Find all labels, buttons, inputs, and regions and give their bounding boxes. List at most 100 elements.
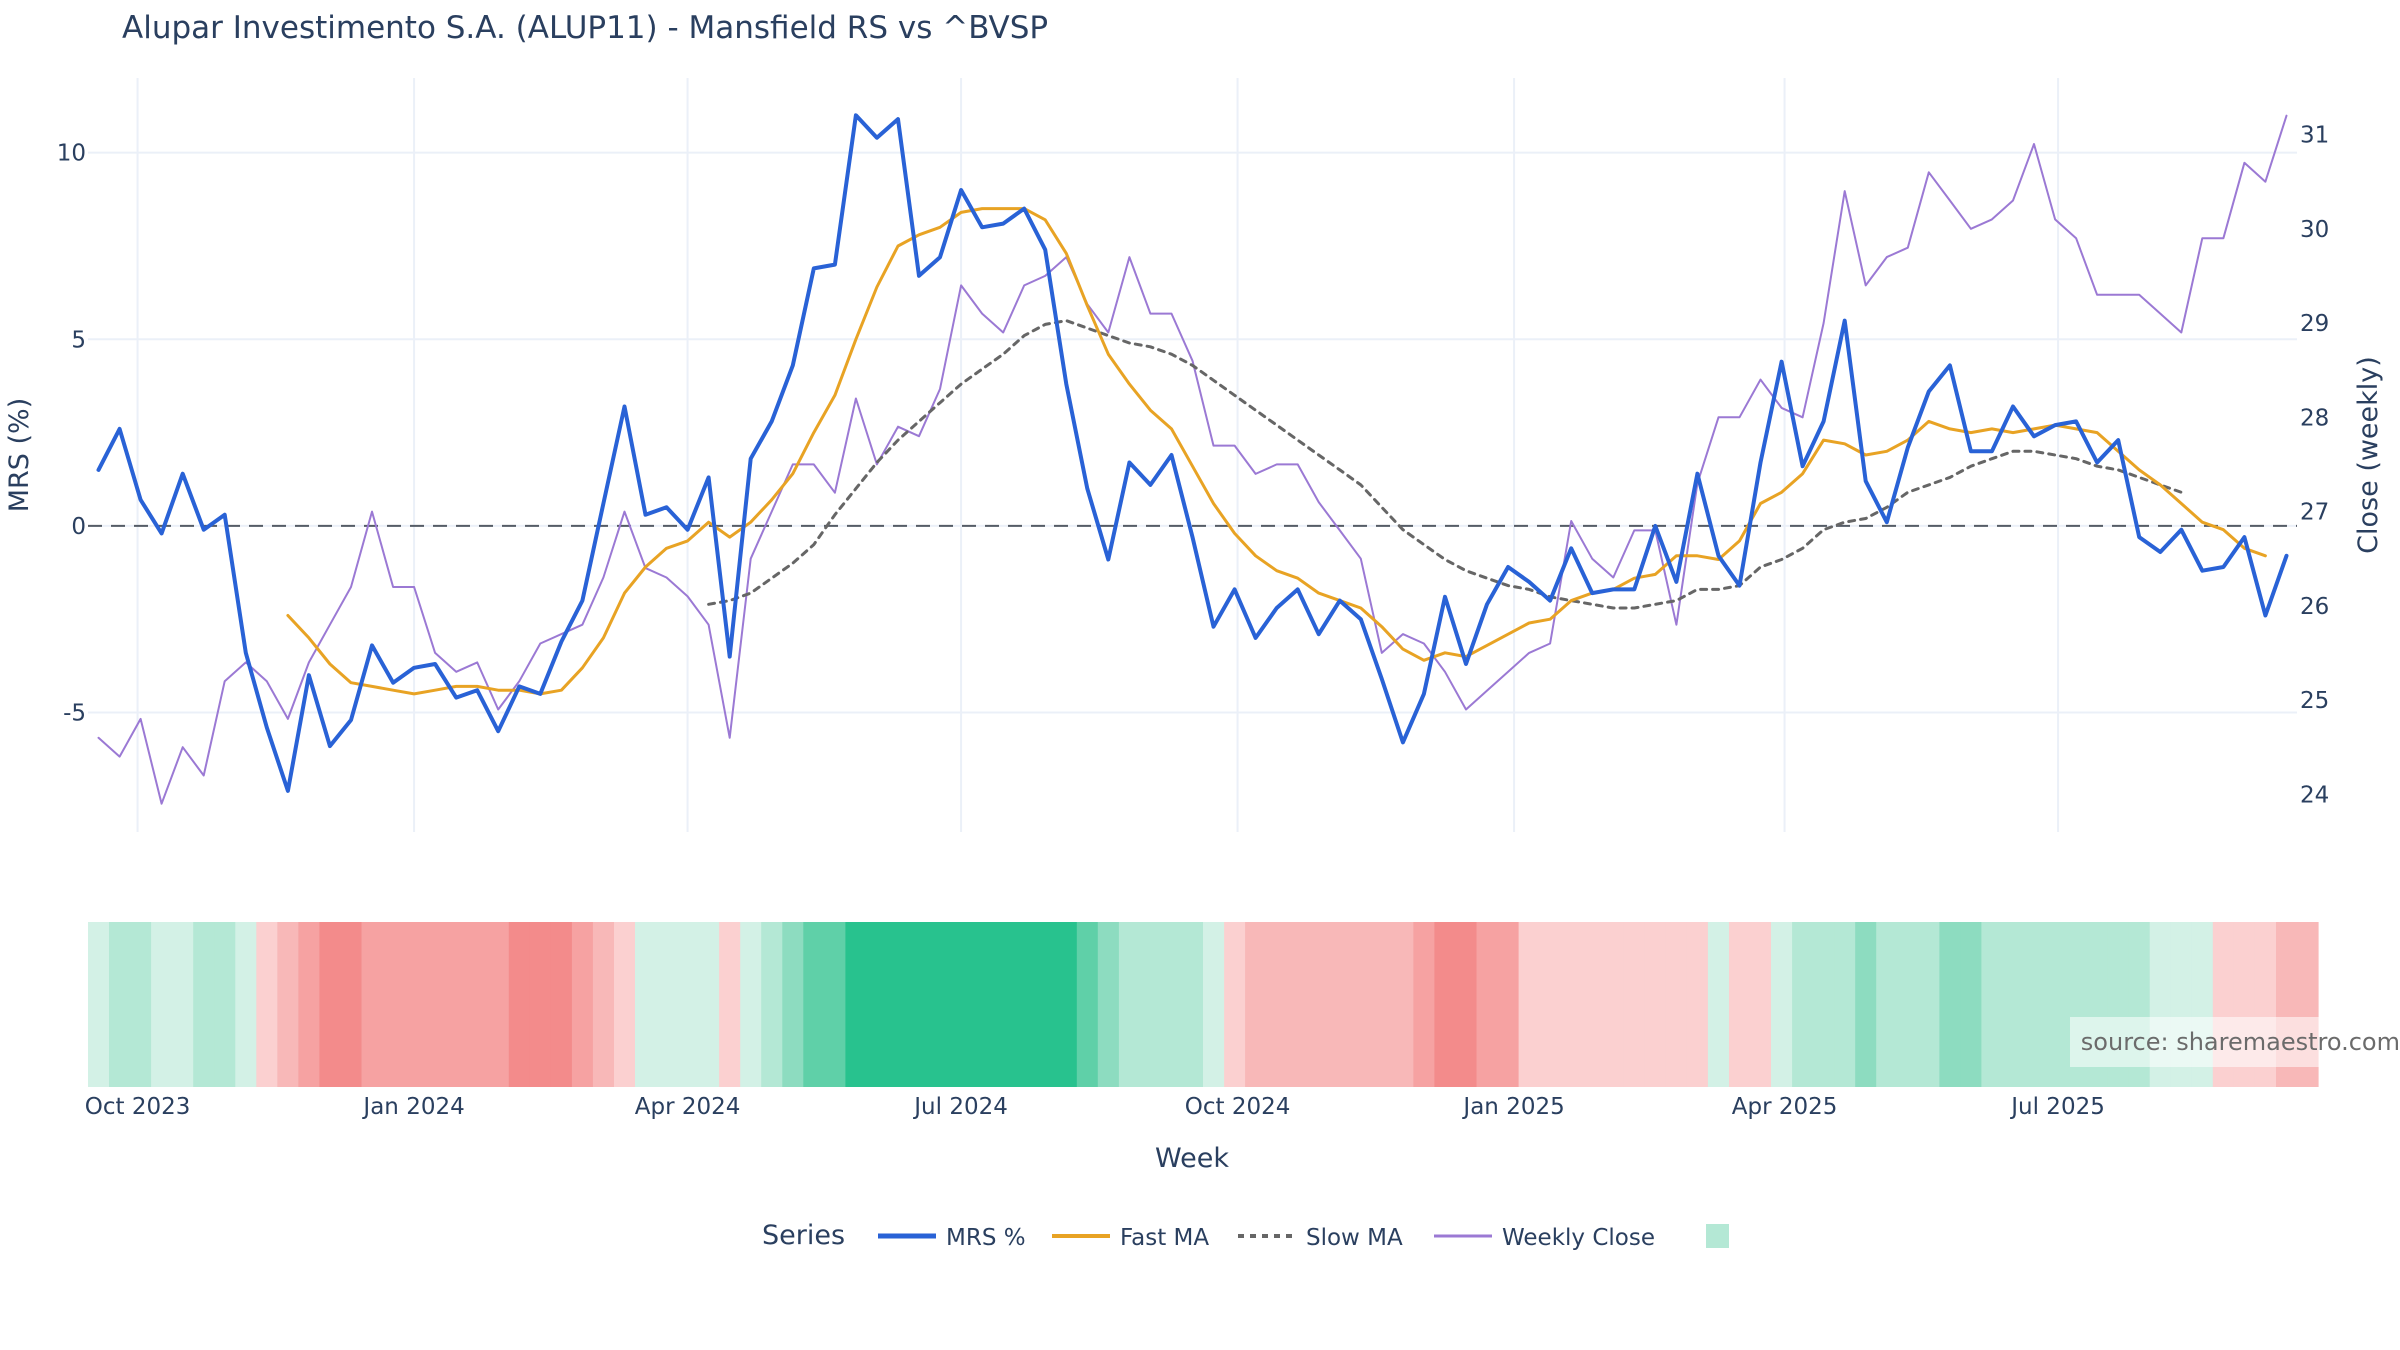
heatmap-cell [2044, 922, 2067, 1087]
y-left-tick-label: 0 [71, 514, 86, 540]
x-ticks: Oct 2023 Jan 2024 Apr 2024 Jul 2024 Oct 2024… [85, 1094, 2105, 1120]
heatmap-cell [130, 922, 152, 1087]
heatmap-cell [382, 922, 405, 1087]
heatmap-cell [1160, 922, 1183, 1087]
heatmap-cell [88, 922, 110, 1087]
heatmap-cell [1707, 922, 1730, 1087]
heatmap-cell [887, 922, 909, 1087]
y-left-tick-label: -5 [63, 701, 86, 727]
heatmap-cell [740, 922, 762, 1087]
heatmap-cell [193, 922, 215, 1087]
series-line-fast-ma [286, 207, 2267, 696]
regime-heatmap-strip [88, 922, 2319, 1087]
heatmap-cell [1876, 922, 1898, 1087]
y-right-axis-title: Close (weekly) [2353, 356, 2384, 554]
heatmap-cell [487, 922, 510, 1087]
heatmap-cell [151, 922, 173, 1087]
heatmap-cell [1939, 922, 1961, 1087]
heatmap-cell [214, 922, 236, 1087]
legend-item[interactable]: Slow MA [1238, 1225, 1403, 1251]
heatmap-cell [277, 922, 299, 1087]
heatmap-cell [1539, 922, 1562, 1087]
legend-item[interactable]: Fast MA [1052, 1225, 1209, 1251]
heatmap-cell [1203, 922, 1225, 1087]
heatmap-cell [1918, 922, 1940, 1087]
series-line-mrs [96, 113, 2289, 793]
heatmap-cell [1497, 922, 1520, 1087]
chart-title: Alupar Investimento S.A. (ALUP11) - Mans… [122, 10, 1048, 46]
heatmap-cell [1834, 922, 1856, 1087]
legend: Series MRS % Fast MA Slow MA Weekly Close [762, 1220, 1729, 1251]
heatmap-cell [571, 922, 594, 1087]
heatmap-cell [656, 922, 678, 1087]
legend-item[interactable]: MRS % [878, 1225, 1026, 1251]
legend-heatmap-swatch[interactable] [1706, 1224, 1729, 1248]
y-right-tick-label: 31 [2300, 123, 2329, 149]
heatmap-cell [1118, 922, 1141, 1087]
heatmap-cell [719, 922, 741, 1087]
heatmap-cell [698, 922, 720, 1087]
heatmap-cell [1855, 922, 1877, 1087]
heatmap-cell [677, 922, 699, 1087]
y-left-axis-title: MRS (%) [4, 398, 35, 513]
y-left-tick-label: 5 [71, 327, 86, 353]
legend-label: MRS % [946, 1225, 1026, 1251]
source-label: source: sharemaestro.com [2081, 1028, 2400, 1056]
heatmap-cell [1665, 922, 1688, 1087]
series-line-slow-ma [707, 319, 2183, 610]
y-left-tick-label: 10 [57, 141, 86, 167]
heatmap-cell [761, 922, 783, 1087]
heatmap-cell [1308, 922, 1330, 1087]
heatmap-cell [1981, 922, 2003, 1087]
y-right-tick-label: 25 [2300, 688, 2329, 714]
y-right-tick-label: 28 [2300, 405, 2329, 431]
x-tick-label: Jan 2024 [361, 1094, 464, 1120]
legend-label: Fast MA [1120, 1225, 1209, 1251]
heatmap-cell [1097, 922, 1120, 1087]
heatmap-cell [592, 922, 615, 1087]
heatmap-cell [1750, 922, 1772, 1087]
x-tick-label: Jul 2025 [2009, 1094, 2105, 1120]
heatmap-cell [1245, 922, 1267, 1087]
heatmap-cell [172, 922, 194, 1087]
series-layer [96, 113, 2289, 805]
heatmap-cell [319, 922, 341, 1087]
heatmap-cell [1182, 922, 1204, 1087]
x-tick-label: Oct 2024 [1185, 1094, 1291, 1120]
legend-title: Series [762, 1220, 845, 1251]
heatmap-cell [971, 922, 994, 1087]
heatmap-cell [1897, 922, 1919, 1087]
heatmap-cell [529, 922, 552, 1087]
heatmap-cell [256, 922, 278, 1087]
y-right-tick-label: 26 [2300, 594, 2329, 620]
heatmap-cell [361, 922, 384, 1087]
y-right-tick-label: 27 [2300, 500, 2329, 526]
x-tick-label: Apr 2024 [635, 1094, 741, 1120]
heatmap-cell [1644, 922, 1667, 1087]
heatmap-cell [1455, 922, 1478, 1087]
legend-label: Weekly Close [1502, 1225, 1655, 1251]
heatmap-cell [1771, 922, 1793, 1087]
heatmap-cell [1602, 922, 1625, 1087]
heatmap-cell [1224, 922, 1246, 1087]
y-left-ticks: -5 0 5 10 [57, 141, 86, 727]
heatmap-cell [1076, 922, 1099, 1087]
heatmap-cell [1329, 922, 1351, 1087]
series-line-weekly-close [97, 114, 2288, 805]
heatmap-cell [845, 922, 867, 1087]
heatmap-cell [550, 922, 573, 1087]
heatmap-cell [424, 922, 447, 1087]
heatmap-cell [824, 922, 846, 1087]
heatmap-cell [1581, 922, 1604, 1087]
y-right-tick-label: 29 [2300, 311, 2329, 337]
y-right-tick-label: 24 [2300, 782, 2329, 808]
heatmap-cell [2023, 922, 2046, 1087]
heatmap-cell [1413, 922, 1435, 1087]
legend-item[interactable]: Weekly Close [1434, 1225, 1655, 1251]
heatmap-cell [992, 922, 1015, 1087]
heatmap-cell [466, 922, 489, 1087]
heatmap-cell [1055, 922, 1078, 1087]
heatmap-cell [1476, 922, 1499, 1087]
x-axis-title: Week [1155, 1143, 1229, 1174]
heatmap-cell [1139, 922, 1162, 1087]
